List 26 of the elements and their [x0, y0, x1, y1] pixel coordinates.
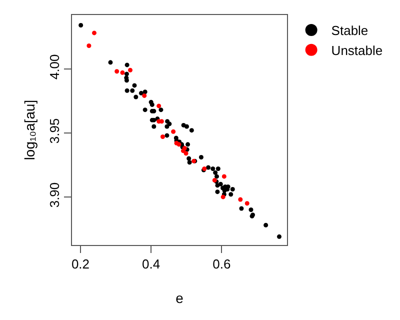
point	[238, 197, 243, 202]
x-tick-label: 0.2	[71, 256, 90, 272]
point	[86, 44, 92, 48]
point	[128, 68, 132, 72]
legend-label: Unstable	[331, 42, 383, 58]
point	[160, 134, 165, 139]
x-tick-label: 0.4	[142, 256, 160, 272]
point	[220, 194, 226, 200]
point	[142, 93, 147, 98]
x-axis-title: e	[176, 290, 184, 306]
y-tick-label: 3.90	[46, 182, 62, 208]
point	[156, 104, 162, 108]
point	[114, 69, 120, 74]
point	[171, 129, 176, 134]
y-tick-label: 3.95	[46, 118, 62, 144]
y-tick-label: 4.00	[46, 54, 62, 80]
point	[222, 174, 226, 179]
point	[244, 201, 250, 206]
point	[180, 148, 186, 154]
x-tick-label: 0.6	[212, 256, 231, 272]
point	[184, 151, 188, 156]
legend-label: Stable	[331, 23, 368, 38]
y-axis-title: log₁₀a[au]	[21, 100, 38, 160]
point	[176, 142, 182, 147]
point	[92, 30, 96, 36]
point	[120, 70, 125, 75]
